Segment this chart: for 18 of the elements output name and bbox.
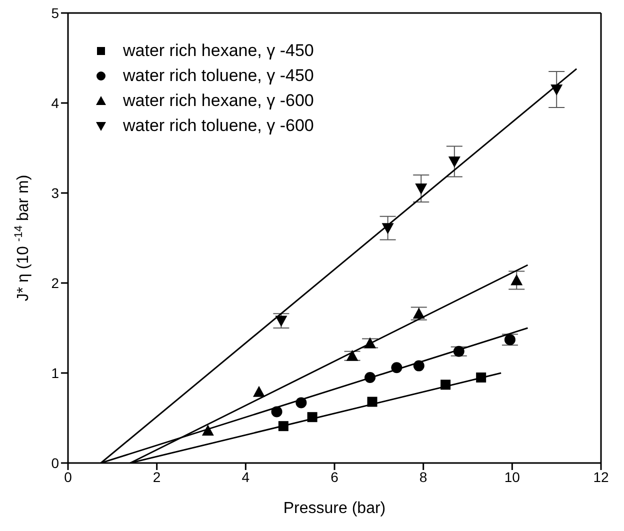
x-tick-label: 10: [504, 468, 520, 485]
legend-label: water rich hexane, γ -450: [123, 40, 314, 62]
x-tick-label: 0: [64, 468, 72, 485]
x-axis-title: Pressure (bar): [283, 500, 386, 517]
legend-label: water rich toluene, γ -450: [123, 65, 314, 87]
y-tick-label: 1: [51, 364, 60, 381]
x-tick-label: 6: [330, 468, 339, 485]
y-tick-label: 5: [51, 4, 60, 21]
y-tick-label: 3: [51, 184, 60, 201]
x-tick-label: 8: [419, 468, 428, 485]
y-tick-label: 2: [51, 274, 60, 291]
legend-label: water rich toluene, γ -600: [123, 115, 314, 137]
x-tick-label: 2: [152, 468, 161, 485]
y-tick-label: 4: [51, 94, 60, 111]
x-tick-label: 12: [593, 468, 609, 485]
x-tick-label: 4: [242, 468, 250, 485]
legend-label: water rich hexane, γ -600: [123, 90, 314, 112]
y-tick-label: 0: [51, 454, 60, 471]
